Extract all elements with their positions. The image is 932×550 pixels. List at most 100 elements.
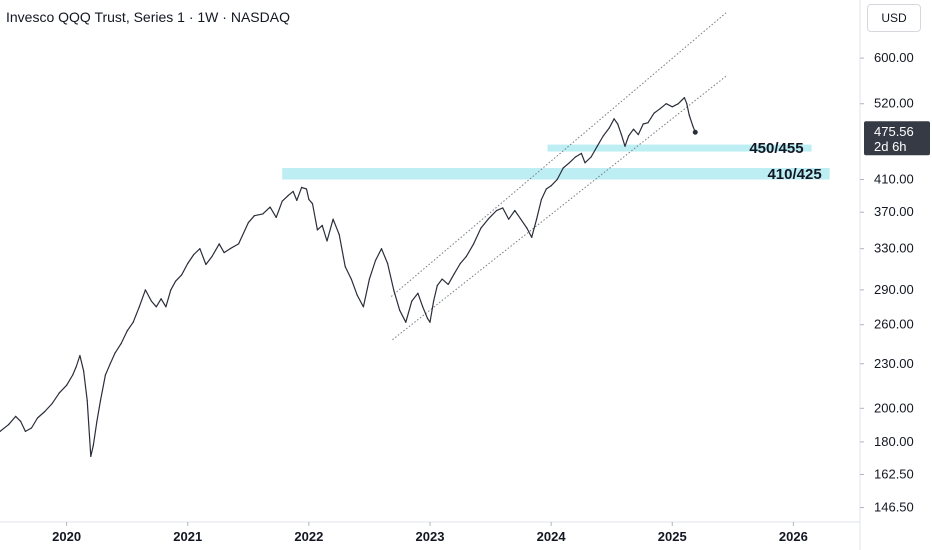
price-point: [7, 424, 10, 426]
price-point: [574, 156, 576, 158]
price-point: [568, 162, 570, 164]
price-point: [338, 233, 340, 236]
price-point: [269, 206, 271, 208]
price-point: [584, 162, 586, 164]
channel-line-1[interactable]: [390, 11, 728, 297]
price-point: [0, 430, 1, 433]
price-point: [429, 321, 431, 323]
price-point: [211, 255, 213, 258]
price-point: [205, 263, 207, 266]
price-point: [193, 253, 195, 256]
price-point: [562, 167, 564, 169]
currency-selector[interactable]: USD: [867, 4, 921, 32]
price-point: [281, 200, 283, 202]
price-point: [109, 363, 111, 365]
price-point: [92, 444, 94, 447]
price-tick-label: 410.00: [874, 171, 914, 186]
price-point: [692, 125, 694, 127]
price-point: [681, 99, 683, 101]
time-tick-label: 2024: [537, 529, 567, 544]
support-zone-1[interactable]: [547, 144, 812, 152]
price-point: [508, 218, 510, 220]
price-point: [665, 103, 667, 105]
price-point: [487, 218, 489, 220]
price-point: [114, 352, 116, 354]
price-point: [405, 321, 407, 323]
price-point: [75, 365, 77, 368]
price-point: [617, 123, 619, 125]
current-price-label: 475.56: [874, 124, 914, 139]
price-point: [677, 103, 679, 105]
price-point: [218, 243, 220, 245]
price-point: [550, 185, 552, 187]
price-tick-label: 290.00: [874, 282, 914, 297]
time-tick-label: 2022: [294, 529, 323, 544]
price-point: [422, 306, 424, 308]
price-point: [229, 248, 231, 250]
price-point: [72, 374, 74, 376]
price-tick-label: 520.00: [874, 96, 914, 111]
price-point: [79, 354, 81, 357]
price-tick-label: 260.00: [874, 317, 914, 332]
price-point: [426, 318, 429, 320]
price-point: [683, 97, 685, 99]
price-point: [126, 330, 128, 332]
price-point: [602, 135, 604, 137]
price-point: [247, 222, 249, 224]
price-point: [275, 216, 277, 219]
price-point: [374, 259, 377, 262]
price-point: [459, 262, 461, 265]
price-point: [535, 218, 538, 220]
price-point: [350, 278, 352, 280]
price-point: [596, 145, 598, 147]
chart-title: Invesco QQQ Trust, Series 1 · 1W · NASDA…: [6, 9, 290, 25]
price-point: [144, 289, 146, 291]
price-point: [514, 209, 516, 212]
price-point: [308, 198, 310, 201]
price-point: [175, 280, 177, 282]
price-point: [647, 122, 649, 124]
price-point: [545, 188, 547, 190]
price-point: [311, 203, 314, 205]
price-point: [642, 123, 644, 125]
price-point: [632, 128, 635, 130]
price-point: [613, 118, 615, 120]
price-point: [150, 300, 153, 302]
price-point: [496, 209, 498, 212]
price-tick-label: 330.00: [874, 241, 914, 256]
price-point: [104, 374, 106, 376]
bar-countdown-label: 2d 6h: [874, 139, 907, 154]
price-point: [238, 243, 240, 245]
price-point: [287, 194, 289, 197]
price-point: [292, 190, 294, 192]
price-point: [473, 243, 475, 245]
zone-label-1: 450/455: [749, 140, 803, 157]
price-point: [480, 227, 482, 229]
price-point: [99, 399, 102, 402]
price-point: [608, 127, 610, 129]
support-zone-2[interactable]: [282, 168, 830, 180]
price-point: [36, 417, 39, 419]
channel-line-2[interactable]: [392, 75, 728, 341]
price-point: [436, 284, 438, 287]
zone-label-2: 410/425: [767, 166, 821, 183]
price-point: [628, 135, 630, 137]
price-point: [368, 278, 371, 280]
price-point: [447, 283, 449, 286]
price-point: [132, 321, 134, 323]
price-point: [620, 134, 622, 136]
price-tick-label: 600.00: [874, 50, 914, 65]
price-point: [453, 273, 455, 275]
price-point: [465, 255, 467, 258]
price-point: [316, 229, 318, 231]
price-point: [590, 156, 592, 158]
price-point: [15, 415, 17, 417]
price-tick-label: 180.00: [874, 434, 914, 449]
price-point: [344, 265, 346, 268]
price-point: [411, 300, 413, 302]
price-point: [653, 112, 655, 114]
price-point: [556, 178, 558, 181]
last-price-dot: [692, 129, 698, 135]
price-point: [138, 306, 140, 308]
